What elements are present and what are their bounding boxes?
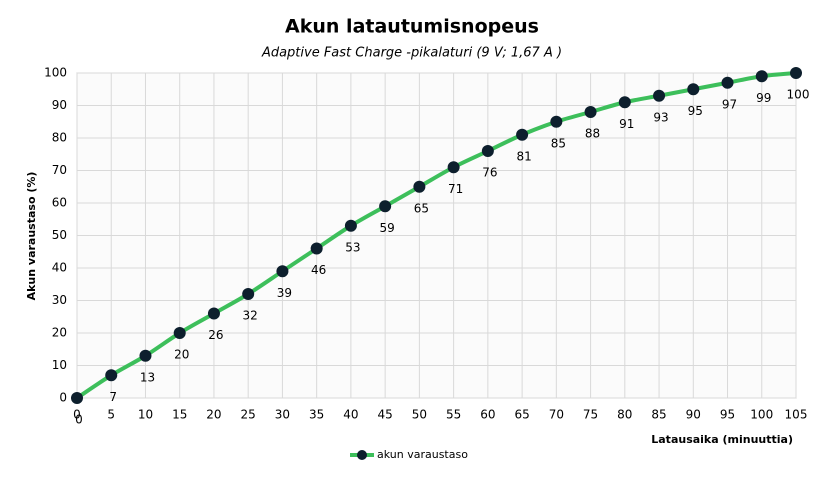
x-tick-label: 20 [206, 408, 221, 422]
x-tick-label: 85 [651, 408, 666, 422]
data-point [139, 349, 152, 362]
data-label: 46 [311, 263, 326, 277]
data-label: 81 [516, 149, 531, 163]
y-tick-label: 60 [52, 196, 67, 210]
data-point [447, 161, 460, 174]
data-label: 71 [448, 182, 463, 196]
data-label: 0 [75, 413, 83, 427]
data-point [550, 115, 563, 128]
data-point [207, 307, 220, 320]
y-tick-label: 70 [52, 163, 67, 177]
data-label: 97 [722, 97, 737, 111]
data-label: 91 [619, 117, 634, 131]
legend-marker [357, 450, 367, 460]
y-tick-label: 10 [52, 358, 67, 372]
data-point [790, 67, 802, 79]
data-point [721, 76, 734, 89]
x-tick-label: 0 [73, 408, 81, 422]
data-label: 95 [688, 104, 703, 118]
data-point [618, 96, 631, 109]
data-point [344, 219, 357, 232]
data-label: 59 [380, 221, 395, 235]
x-tick-label: 50 [412, 408, 427, 422]
y-axis-label: Akun varaustaso (%) [25, 172, 38, 301]
data-label: 76 [482, 166, 497, 180]
x-tick-label: 100 [750, 408, 773, 422]
data-label: 65 [414, 201, 429, 215]
data-label: 53 [345, 240, 360, 254]
data-point [310, 242, 323, 255]
y-tick-label: 90 [52, 98, 67, 112]
legend-label: akun varaustaso [377, 448, 468, 461]
data-point [755, 70, 768, 83]
y-tick-label: 20 [52, 326, 67, 340]
x-tick-label: 5 [107, 408, 115, 422]
x-tick-label: 45 [378, 408, 393, 422]
y-tick-label: 40 [52, 261, 67, 275]
x-tick-label: 25 [241, 408, 256, 422]
data-point [242, 288, 255, 300]
data-point [481, 145, 494, 157]
data-label: 85 [551, 136, 566, 150]
data-point [105, 369, 118, 382]
x-tick-label: 90 [686, 408, 701, 422]
x-tick-label: 15 [172, 408, 187, 422]
x-tick-label: 95 [720, 408, 735, 422]
data-point [584, 106, 597, 118]
x-tick-label: 40 [343, 408, 358, 422]
data-label: 26 [208, 328, 223, 342]
y-tick-label: 50 [52, 228, 67, 242]
data-label: 7 [109, 390, 117, 404]
x-tick-label: 65 [514, 408, 529, 422]
x-tick-label: 105 [785, 408, 808, 422]
chart-subtitle: Adaptive Fast Charge -pikalaturi (9 V; 1… [261, 46, 562, 61]
x-tick-label: 60 [480, 408, 495, 422]
series-line [75, 71, 797, 400]
y-tick-label: 100 [44, 66, 67, 80]
x-tick-label: 35 [309, 408, 324, 422]
data-point [276, 265, 289, 278]
data-point [71, 392, 83, 404]
x-axis-label: Latausaika (minuuttia) [651, 433, 793, 446]
y-tick-label: 80 [52, 131, 67, 145]
data-label: 99 [756, 91, 771, 105]
data-point [413, 180, 426, 193]
x-tick-label: 55 [446, 408, 461, 422]
x-tick-label: 10 [138, 408, 153, 422]
data-point [687, 83, 700, 96]
x-tick-label: 70 [549, 408, 564, 422]
data-point [379, 200, 392, 213]
data-label: 32 [243, 309, 258, 323]
x-tick-label: 80 [617, 408, 632, 422]
x-tick-label: 30 [275, 408, 290, 422]
y-tick-label: 0 [59, 391, 67, 405]
y-tick-label: 30 [52, 293, 67, 307]
data-label: 39 [277, 286, 292, 300]
data-label: 93 [653, 110, 668, 124]
chart-title: Akun latautumisnopeus [285, 16, 539, 38]
x-tick-label: 75 [583, 408, 598, 422]
data-label: 100 [787, 88, 810, 102]
data-point [653, 89, 666, 102]
data-point [516, 128, 529, 141]
data-label: 20 [174, 348, 189, 362]
data-label: 88 [585, 127, 600, 141]
data-label: 13 [140, 370, 155, 384]
data-point [173, 327, 186, 339]
